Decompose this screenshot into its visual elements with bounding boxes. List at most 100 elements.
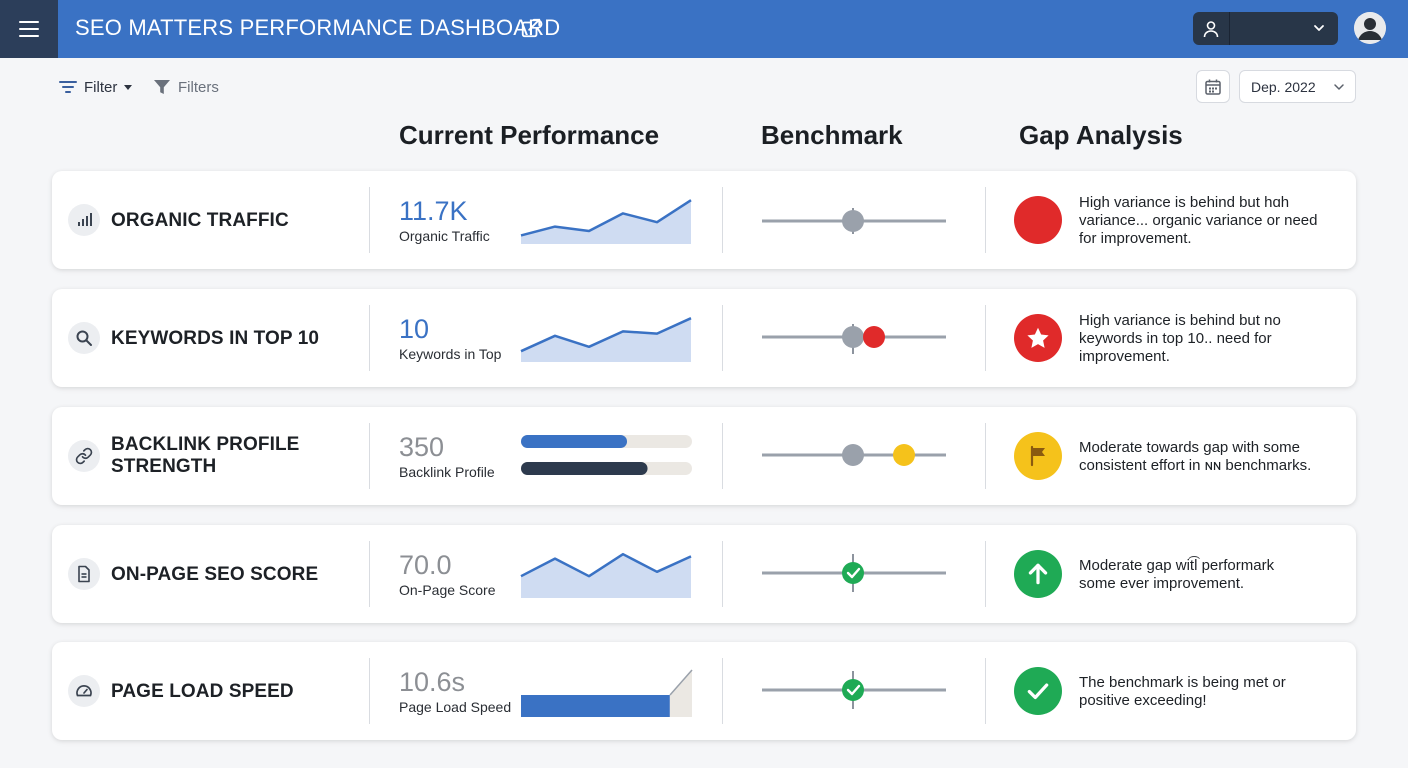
backlink-bars [521,435,692,475]
divider [985,187,986,253]
metric-sublabel: On-Page Score [399,582,496,598]
sparkline-line [520,317,692,353]
metric-row-backlink-profile[interactable]: BACKLINK PROFILE STRENGTH 350 Backlink P… [52,407,1356,505]
backlink-bar-primary [521,435,628,448]
benchmark-slider [762,671,946,709]
trend-sparkline [520,199,692,244]
funnel-icon [154,80,170,94]
gap-line: improvement. [1079,348,1170,365]
divider [369,305,370,371]
gap-analysis-text: High variance is behind but no keywords … [1079,312,1339,366]
divider [722,423,723,489]
gap-line: Moderate towards gap with some [1079,439,1300,456]
benchmark-marker [842,210,864,232]
load-speed-progress [521,669,693,717]
checkmark-icon [1014,667,1062,715]
link-icon [68,440,100,472]
filters-button[interactable]: Filters [153,76,219,98]
divider [722,187,723,253]
metric-name: ON-PAGE SEO SCORE [111,564,319,585]
sparkline-line [520,199,692,237]
gap-line: variance... organic variance or need [1079,212,1318,229]
gap-line: for improvement. [1079,230,1192,247]
flag-icon [1014,432,1062,480]
metric-row-page-load-speed[interactable]: PAGE LOAD SPEED 10.6s Page Load Speed Th… [52,642,1356,740]
current-marker [863,326,885,348]
benchmark-marker [842,326,864,348]
divider [369,423,370,489]
filter-lines-icon [59,81,77,93]
divider [985,305,986,371]
user-account-select[interactable] [1193,12,1338,45]
caret-down-icon [124,85,133,90]
column-heading-benchmark: Benchmark [761,120,903,150]
hamburger-menu-button[interactable] [0,0,58,58]
filter-label: Filter [84,78,118,96]
metric-value: 70.0 [399,550,452,580]
metric-row-keywords-top-10[interactable]: KEYWORDS IN TOP 10 10 Keywords in Top Hi… [52,289,1356,387]
chevron-down-icon [1334,84,1344,90]
divider [722,305,723,371]
metric-name: BACKLINK PROFILE STRENGTH [111,434,299,478]
calendar-button[interactable] [1196,70,1230,103]
metric-name: PAGE LOAD SPEED [111,681,294,702]
gap-line: The benchmark is being met or [1079,674,1286,691]
top-bar: SEO MATTERS PERFORMANCE DASHBOARD [0,0,1408,58]
benchmark-slider [762,208,946,234]
chevron-down-icon [1314,25,1324,31]
metric-value: 10 [399,314,430,344]
divider [369,187,370,253]
hamburger-menu-icon [19,21,39,37]
sparkline-line [520,552,692,578]
external-link-icon[interactable] [520,17,542,39]
backlink-bar-secondary [521,462,648,475]
metric-row-on-page-seo-score[interactable]: ON-PAGE SEO SCORE 70.0 On-Page Score Mod… [52,525,1356,623]
avatar[interactable] [1354,12,1386,44]
sparkline-area [521,200,691,244]
date-select[interactable]: Dep. 2022 [1239,70,1356,103]
metric-value: 350 [399,432,445,462]
benchmark-slider [762,554,946,592]
divider [369,541,370,607]
trend-sparkline [520,552,692,598]
benchmark-marker [842,444,864,466]
current-marker [893,444,915,466]
gap-line: keywords in top 10.. need for [1079,330,1272,347]
metric-value: 11.7K [399,196,468,226]
checkmark-marker [842,679,864,701]
calendar-icon [1205,79,1221,95]
metric-name-line: BACKLINK PROFILE [111,434,300,455]
gap-line: High variance is behind but hɑh [1079,194,1290,211]
checkmark-marker [842,562,864,584]
column-heading-current-performance: Current Performance [399,120,660,150]
sparkline-area [521,554,691,598]
dashboard-title: SEO MATTERS PERFORMANCE DASHBOARD [75,15,561,40]
arrow-up-icon [1014,550,1062,598]
gap-analysis-text: Moderate towards gap with some consisten… [1079,439,1339,475]
filter-button[interactable]: Filter [58,76,133,98]
star-icon [1014,314,1062,362]
search-icon [68,322,100,354]
gap-line: consistent effort in ɴɴ benchmarks. [1079,457,1312,474]
metric-sublabel: Backlink Profile [399,464,495,480]
trend-sparkline [520,317,692,362]
metric-row-organic-traffic[interactable]: ORGANIC TRAFFIC 11.7K Organic Traffic Hi… [52,171,1356,269]
gap-line: some ever improvement. [1079,575,1245,592]
divider [722,658,723,724]
document-icon [68,558,100,590]
filters-label: Filters [178,78,219,96]
divider [985,541,986,607]
metric-name-line: STRENGTH [111,456,217,477]
divider [985,423,986,489]
date-select-value: Dep. 2022 [1251,78,1316,95]
benchmark-slider [762,324,946,354]
avatar-person-icon [1354,12,1386,44]
metric-sublabel: Page Load Speed [399,699,512,715]
gap-line: High variance is behind but no [1079,312,1281,329]
divider [369,658,370,724]
column-heading-gap-analysis: Gap Analysis [1019,120,1183,150]
gap-line: Moderate gap wit͡l performark [1079,557,1275,574]
gap-analysis-text: Moderate gap wit͡l performark some ever … [1079,557,1339,593]
metric-name: KEYWORDS IN TOP 10 [111,328,320,349]
divider [985,658,986,724]
